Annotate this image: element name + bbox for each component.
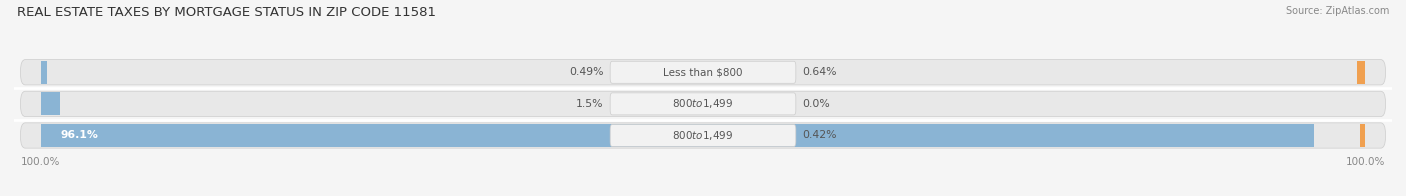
Bar — [1360, 124, 1365, 147]
Text: 0.42%: 0.42% — [803, 131, 837, 141]
FancyBboxPatch shape — [21, 91, 1385, 117]
Text: 0.0%: 0.0% — [803, 99, 830, 109]
Text: $800 to $1,499: $800 to $1,499 — [672, 129, 734, 142]
FancyBboxPatch shape — [610, 124, 796, 146]
FancyBboxPatch shape — [21, 60, 1385, 85]
Text: $800 to $1,499: $800 to $1,499 — [672, 97, 734, 110]
Text: 0.64%: 0.64% — [803, 67, 837, 77]
FancyBboxPatch shape — [610, 61, 796, 83]
Text: 1.5%: 1.5% — [576, 99, 603, 109]
Text: REAL ESTATE TAXES BY MORTGAGE STATUS IN ZIP CODE 11581: REAL ESTATE TAXES BY MORTGAGE STATUS IN … — [17, 6, 436, 19]
Bar — [41, 61, 46, 84]
Text: Less than $800: Less than $800 — [664, 67, 742, 77]
Text: 96.1%: 96.1% — [60, 131, 98, 141]
FancyBboxPatch shape — [21, 123, 1385, 148]
Bar — [41, 124, 1313, 147]
FancyBboxPatch shape — [610, 93, 796, 115]
Text: 0.49%: 0.49% — [569, 67, 603, 77]
Bar — [1357, 61, 1365, 84]
Text: Source: ZipAtlas.com: Source: ZipAtlas.com — [1285, 6, 1389, 16]
Bar — [41, 93, 60, 115]
